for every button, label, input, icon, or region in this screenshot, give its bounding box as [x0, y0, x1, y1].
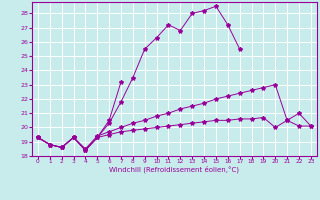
X-axis label: Windchill (Refroidissement éolien,°C): Windchill (Refroidissement éolien,°C) [109, 166, 239, 173]
